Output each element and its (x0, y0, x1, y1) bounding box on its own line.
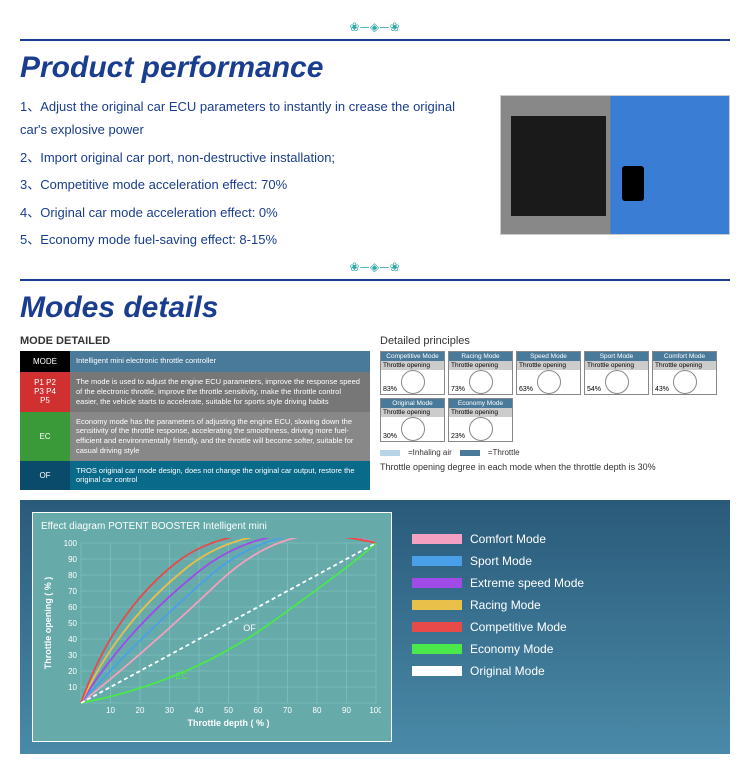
svg-text:50: 50 (68, 619, 77, 628)
svg-text:Throttle opening ( % ): Throttle opening ( % ) (43, 577, 53, 670)
ornament-mid: ❀─◈─❀ (20, 260, 730, 274)
list-item: 3、Competitive mode acceleration effect: … (20, 173, 485, 196)
list-item: 2、Import original car port, non-destruct… (20, 146, 485, 169)
svg-text:30: 30 (68, 651, 77, 660)
svg-text:90: 90 (342, 706, 351, 715)
svg-text:20: 20 (68, 667, 77, 676)
svg-text:OF: OF (243, 623, 256, 633)
svg-text:10: 10 (68, 683, 77, 692)
divider (20, 39, 730, 41)
list-item: 1、Adjust the original car ECU parameters… (20, 95, 485, 142)
legend-item: Original Mode (412, 664, 718, 678)
performance-list: 1、Adjust the original car ECU parameters… (20, 95, 485, 255)
svg-text:60: 60 (254, 706, 263, 715)
table-row: ECEconomy mode has the parameters of adj… (20, 412, 370, 461)
svg-text:80: 80 (68, 571, 77, 580)
mode-table-header: MODE DETAILED (20, 335, 370, 347)
chart-svg: 10 20 30 40 50 60 70 80 90 100 10 20 30 40 50 60 70 80 90 1… (41, 538, 381, 728)
section1-title: Product performance (20, 51, 730, 85)
svg-text:90: 90 (68, 555, 77, 564)
mode-cell: Economy ModeThrottle opening23% (448, 398, 513, 442)
product-image (500, 95, 730, 235)
table-row: OFTROS original car mode design, does no… (20, 461, 370, 491)
legend-item: Racing Mode (412, 598, 718, 612)
svg-text:70: 70 (68, 587, 77, 596)
legend-item: Extreme speed Mode (412, 576, 718, 590)
table-row: P1 P2 P3 P4 P5The mode is used to adjust… (20, 372, 370, 411)
legend-item: Sport Mode (412, 554, 718, 568)
chart-title: Effect diagram POTENT BOOSTER Intelligen… (41, 521, 383, 532)
list-item: 5、Economy mode fuel-saving effect: 8-15% (20, 228, 485, 251)
svg-text:80: 80 (313, 706, 322, 715)
mode-cell: Racing ModeThrottle opening73% (448, 351, 513, 395)
legend-item: Comfort Mode (412, 532, 718, 546)
chart-legend: Comfort Mode Sport Mode Extreme speed Mode… (412, 512, 718, 742)
principles-note: Throttle opening degree in each mode whe… (380, 461, 730, 474)
mode-table: MODE DETAILED MODEIntelligent mini elect… (20, 335, 370, 490)
effect-chart: Effect diagram POTENT BOOSTER Intelligen… (32, 512, 392, 742)
mode-cell: Speed ModeThrottle opening63% (516, 351, 581, 395)
svg-text:70: 70 (283, 706, 292, 715)
principles-header: Detailed principles (380, 335, 730, 347)
svg-text:10: 10 (106, 706, 115, 715)
divider (20, 279, 730, 281)
section2-title: Modes details (20, 291, 730, 325)
svg-text:100: 100 (64, 539, 78, 548)
svg-text:EC: EC (175, 671, 188, 681)
legend-item: Competitive Mode (412, 620, 718, 634)
mode-cell: Comfort ModeThrottle opening43% (652, 351, 717, 395)
svg-text:40: 40 (195, 706, 204, 715)
legend-item: Economy Mode (412, 642, 718, 656)
chart-section: Effect diagram POTENT BOOSTER Intelligen… (20, 500, 730, 754)
mode-cell: Competitive ModeThrottle opening83% (380, 351, 445, 395)
svg-text:50: 50 (224, 706, 233, 715)
svg-text:20: 20 (136, 706, 145, 715)
mode-cell: Original ModeThrottle opening30% (380, 398, 445, 442)
svg-text:30: 30 (165, 706, 174, 715)
principles-panel: Detailed principles Competitive ModeThro… (380, 335, 730, 490)
svg-text:100: 100 (369, 706, 381, 715)
table-row: MODEIntelligent mini electronic throttle… (20, 351, 370, 372)
svg-text:Throttle depth ( % ): Throttle depth ( % ) (188, 718, 270, 728)
ornament-top: ❀─◈─❀ (20, 20, 730, 34)
svg-text:60: 60 (68, 603, 77, 612)
svg-text:40: 40 (68, 635, 77, 644)
list-item: 4、Original car mode acceleration effect:… (20, 201, 485, 224)
mode-cell: Sport ModeThrottle opening54% (584, 351, 649, 395)
principles-legend: =Inhaling air =Throttle (380, 448, 730, 457)
